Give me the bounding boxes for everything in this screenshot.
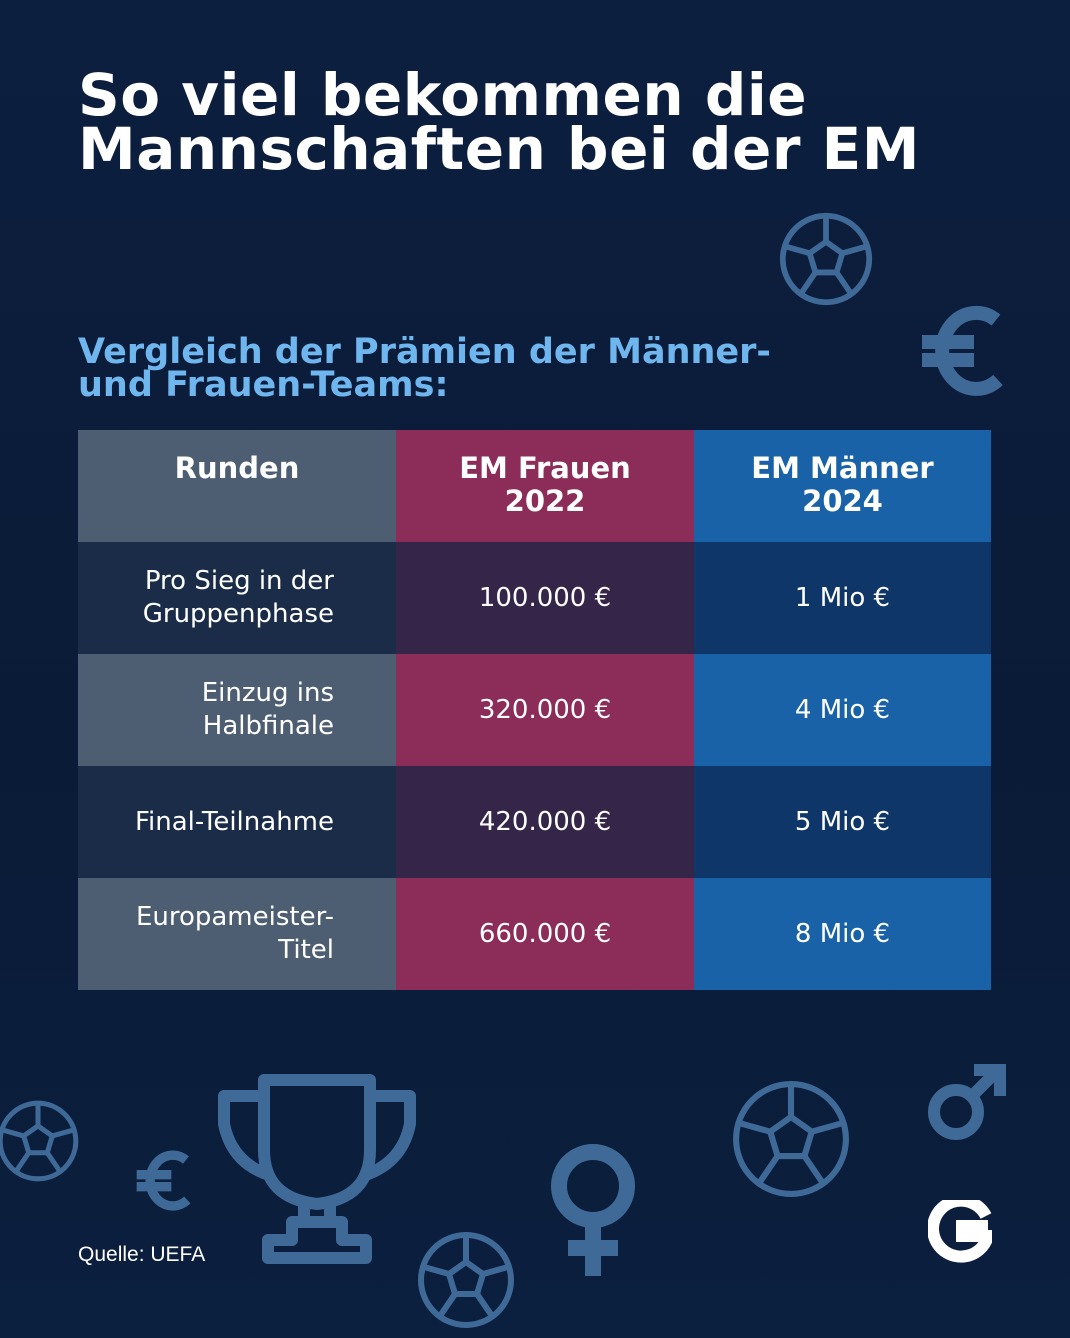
title-line-2: Mannschaften bei der EM <box>78 115 920 183</box>
round-label: Pro Sieg in der Gruppenphase <box>78 542 396 654</box>
soccer-ball-icon <box>778 211 874 307</box>
source-label: Quelle: UEFA <box>78 1243 206 1266</box>
subtitle-line-1: Vergleich der Prämien der Männer- <box>78 332 771 372</box>
maenner-value: 5 Mio € <box>694 766 991 878</box>
page-title: So viel bekommen die Mannschaften bei de… <box>78 61 978 183</box>
subtitle: Vergleich der Prämien der Männer- und Fr… <box>78 332 838 405</box>
euro-icon <box>132 1148 196 1212</box>
euro-icon <box>918 302 1008 398</box>
header-em-maenner: EM Männer 2024 <box>694 430 991 542</box>
frauen-value: 320.000 € <box>396 654 694 766</box>
round-label: Einzug ins Halbfinale <box>78 654 396 766</box>
soccer-ball-icon <box>416 1230 516 1330</box>
trophy-icon <box>214 1072 420 1264</box>
title-line-1: So viel bekommen die <box>78 61 808 129</box>
frauen-value: 100.000 € <box>396 542 694 654</box>
header-em-frauen: EM Frauen 2022 <box>396 430 694 542</box>
soccer-ball-icon <box>730 1078 852 1200</box>
maenner-value: 1 Mio € <box>694 542 991 654</box>
soccer-ball-icon <box>0 1092 80 1190</box>
round-label: Europameister-Titel <box>78 878 396 990</box>
mars-icon <box>926 1062 1006 1142</box>
round-label: Final-Teilnahme <box>78 766 396 878</box>
subtitle-line-2: und Frauen-Teams: <box>78 365 449 405</box>
venus-icon <box>548 1142 638 1278</box>
maenner-value: 4 Mio € <box>694 654 991 766</box>
header-runden: Runden <box>78 430 396 542</box>
prize-table: Runden EM Frauen 2022 EM Männer 2024 Pro… <box>78 430 991 990</box>
frauen-value: 660.000 € <box>396 878 694 990</box>
frauen-value: 420.000 € <box>396 766 694 878</box>
maenner-value: 8 Mio € <box>694 878 991 990</box>
logo-g-icon <box>927 1194 996 1264</box>
